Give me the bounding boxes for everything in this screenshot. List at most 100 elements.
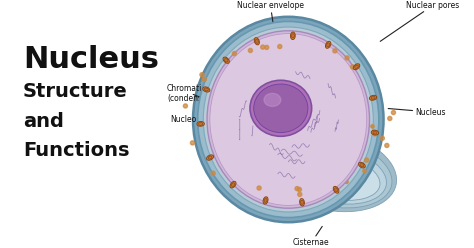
Ellipse shape [369, 95, 377, 100]
Text: Structure
and
Functions: Structure and Functions [23, 82, 129, 160]
Text: Nucleus: Nucleus [23, 45, 159, 74]
Text: Nuclear pores: Nuclear pores [380, 1, 459, 41]
Ellipse shape [371, 130, 379, 135]
Circle shape [346, 174, 350, 177]
Circle shape [388, 116, 392, 121]
Ellipse shape [254, 38, 259, 45]
Ellipse shape [224, 59, 228, 62]
Ellipse shape [290, 153, 380, 200]
Circle shape [333, 164, 336, 167]
Ellipse shape [273, 137, 392, 208]
Circle shape [183, 104, 187, 108]
Text: Chromatin
(condensed): Chromatin (condensed) [167, 84, 214, 103]
Ellipse shape [231, 183, 235, 186]
Circle shape [373, 130, 376, 134]
Circle shape [373, 132, 376, 136]
Circle shape [385, 143, 389, 148]
Ellipse shape [326, 41, 331, 48]
Circle shape [307, 170, 310, 174]
Circle shape [323, 149, 327, 152]
Ellipse shape [264, 130, 397, 212]
Circle shape [351, 65, 355, 69]
Circle shape [345, 56, 349, 60]
Circle shape [324, 149, 327, 153]
Circle shape [314, 171, 318, 175]
Ellipse shape [207, 31, 370, 208]
Ellipse shape [300, 199, 304, 206]
Circle shape [305, 121, 309, 124]
Circle shape [345, 123, 349, 126]
Ellipse shape [335, 188, 338, 192]
Circle shape [303, 124, 307, 127]
Ellipse shape [198, 21, 379, 217]
Ellipse shape [210, 33, 367, 205]
Ellipse shape [263, 197, 268, 204]
Ellipse shape [199, 123, 203, 125]
Circle shape [346, 172, 349, 175]
Ellipse shape [203, 27, 373, 212]
Ellipse shape [371, 96, 375, 99]
Text: Nucleolus: Nucleolus [171, 107, 299, 124]
Ellipse shape [353, 64, 360, 70]
Circle shape [345, 180, 348, 184]
Ellipse shape [208, 156, 212, 159]
Ellipse shape [203, 87, 210, 92]
Text: Nucleus: Nucleus [388, 108, 446, 117]
Circle shape [341, 171, 345, 174]
Ellipse shape [355, 65, 358, 68]
Circle shape [322, 159, 326, 163]
Ellipse shape [358, 162, 365, 168]
Ellipse shape [223, 57, 229, 63]
Ellipse shape [254, 84, 308, 133]
Circle shape [305, 126, 308, 130]
Circle shape [278, 44, 282, 49]
Ellipse shape [255, 39, 258, 43]
Ellipse shape [373, 131, 377, 134]
Circle shape [248, 48, 253, 53]
Circle shape [191, 141, 194, 145]
Circle shape [232, 52, 237, 56]
Circle shape [312, 173, 316, 176]
Ellipse shape [264, 198, 267, 203]
Circle shape [392, 111, 395, 115]
Circle shape [365, 158, 369, 162]
Ellipse shape [264, 93, 281, 106]
Circle shape [320, 140, 323, 143]
Ellipse shape [197, 122, 204, 126]
Circle shape [297, 187, 301, 191]
Circle shape [335, 132, 338, 135]
Ellipse shape [360, 163, 364, 167]
Circle shape [316, 150, 319, 153]
Ellipse shape [291, 32, 295, 39]
Ellipse shape [282, 145, 386, 204]
Ellipse shape [327, 43, 330, 47]
Ellipse shape [204, 88, 209, 91]
Circle shape [298, 192, 302, 196]
Circle shape [257, 186, 261, 190]
Circle shape [304, 162, 307, 165]
Circle shape [333, 49, 337, 53]
Circle shape [328, 121, 332, 124]
Circle shape [302, 120, 306, 123]
Circle shape [356, 144, 359, 147]
Circle shape [211, 171, 215, 175]
Ellipse shape [292, 34, 294, 38]
Ellipse shape [301, 200, 303, 204]
Ellipse shape [207, 155, 214, 160]
Circle shape [371, 125, 374, 128]
Ellipse shape [250, 80, 311, 136]
Circle shape [200, 73, 204, 77]
Circle shape [380, 136, 384, 140]
Circle shape [363, 169, 366, 173]
Ellipse shape [193, 17, 383, 222]
Circle shape [346, 137, 349, 140]
Text: Nuclear envelope: Nuclear envelope [237, 1, 304, 28]
Circle shape [261, 45, 265, 49]
Circle shape [310, 151, 313, 154]
Circle shape [295, 186, 299, 191]
Circle shape [202, 77, 206, 81]
Circle shape [264, 45, 269, 49]
Text: Cisternae: Cisternae [293, 226, 329, 247]
Circle shape [323, 177, 327, 180]
Ellipse shape [333, 186, 339, 193]
